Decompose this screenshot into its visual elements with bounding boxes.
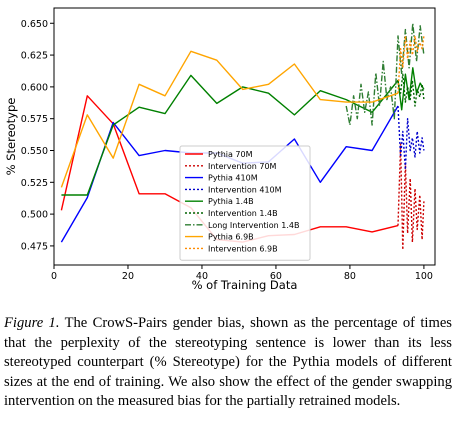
x-tick-label: 20 <box>122 271 134 282</box>
y-axis-title: % Stereotype <box>4 98 18 176</box>
x-tick-label: 100 <box>415 271 433 282</box>
series-line-3 <box>397 105 425 171</box>
legend-label-8: Intervention 6.9B <box>208 244 278 253</box>
series-line-4 <box>61 67 425 196</box>
plot-frame <box>53 7 436 266</box>
legend-label-4: Pythia 1.4B <box>208 197 254 206</box>
x-tick-label: 60 <box>270 271 282 282</box>
y-tick-label: 0.600 <box>21 82 48 93</box>
figure-label: Figure 1. <box>4 315 60 331</box>
legend-label-5: Intervention 1.4B <box>208 209 278 218</box>
legend-label-1: Intervention 70M <box>208 162 277 171</box>
legend-label-0: Pythia 70M <box>208 150 253 159</box>
y-tick-label: 0.475 <box>21 241 48 252</box>
caption-text: The CrowS-Pairs gender bias, shown as th… <box>4 315 452 409</box>
x-tick-label: 0 <box>51 271 57 282</box>
series-line-5 <box>397 73 425 107</box>
y-tick-label: 0.575 <box>21 114 48 125</box>
x-tick-label: 40 <box>196 271 208 282</box>
bias-line-chart: 0 20 40 60 80 100 0.4750.5000.5250.5500.5750.… <box>4 7 436 292</box>
legend-label-2: Pythia 410M <box>208 174 258 183</box>
legend-label-7: Pythia 6.9B <box>208 233 254 242</box>
x-tick-label: 80 <box>344 271 356 282</box>
legend-box <box>179 145 311 261</box>
y-tick-label: 0.625 <box>21 51 48 62</box>
y-tick-label: 0.650 <box>21 19 48 30</box>
series-line-7 <box>60 50 399 188</box>
y-tick-label: 0.525 <box>21 178 48 189</box>
series-line-1 <box>397 143 425 251</box>
y-tick-label: 0.500 <box>21 210 48 221</box>
legend-label-6: Long Intervention 1.4B <box>208 221 299 230</box>
y-tick-label: 0.550 <box>21 146 48 157</box>
y-axis: 0.475 0.500 0.525 0.550 0.575 0.600 0.625 0.650 <box>21 19 54 252</box>
series-line-8 <box>397 35 425 94</box>
figure-caption: Figure 1. The CrowS-Pairs gender bias, s… <box>4 314 452 412</box>
legend-label-3: Intervention 410M <box>208 185 282 194</box>
x-axis-title: % of Training Data <box>192 278 298 292</box>
x-axis: 0 20 40 60 80 100 <box>51 265 433 282</box>
legend: Pythia 70M Intervention 70M Pythia 410M Int… <box>179 145 311 261</box>
